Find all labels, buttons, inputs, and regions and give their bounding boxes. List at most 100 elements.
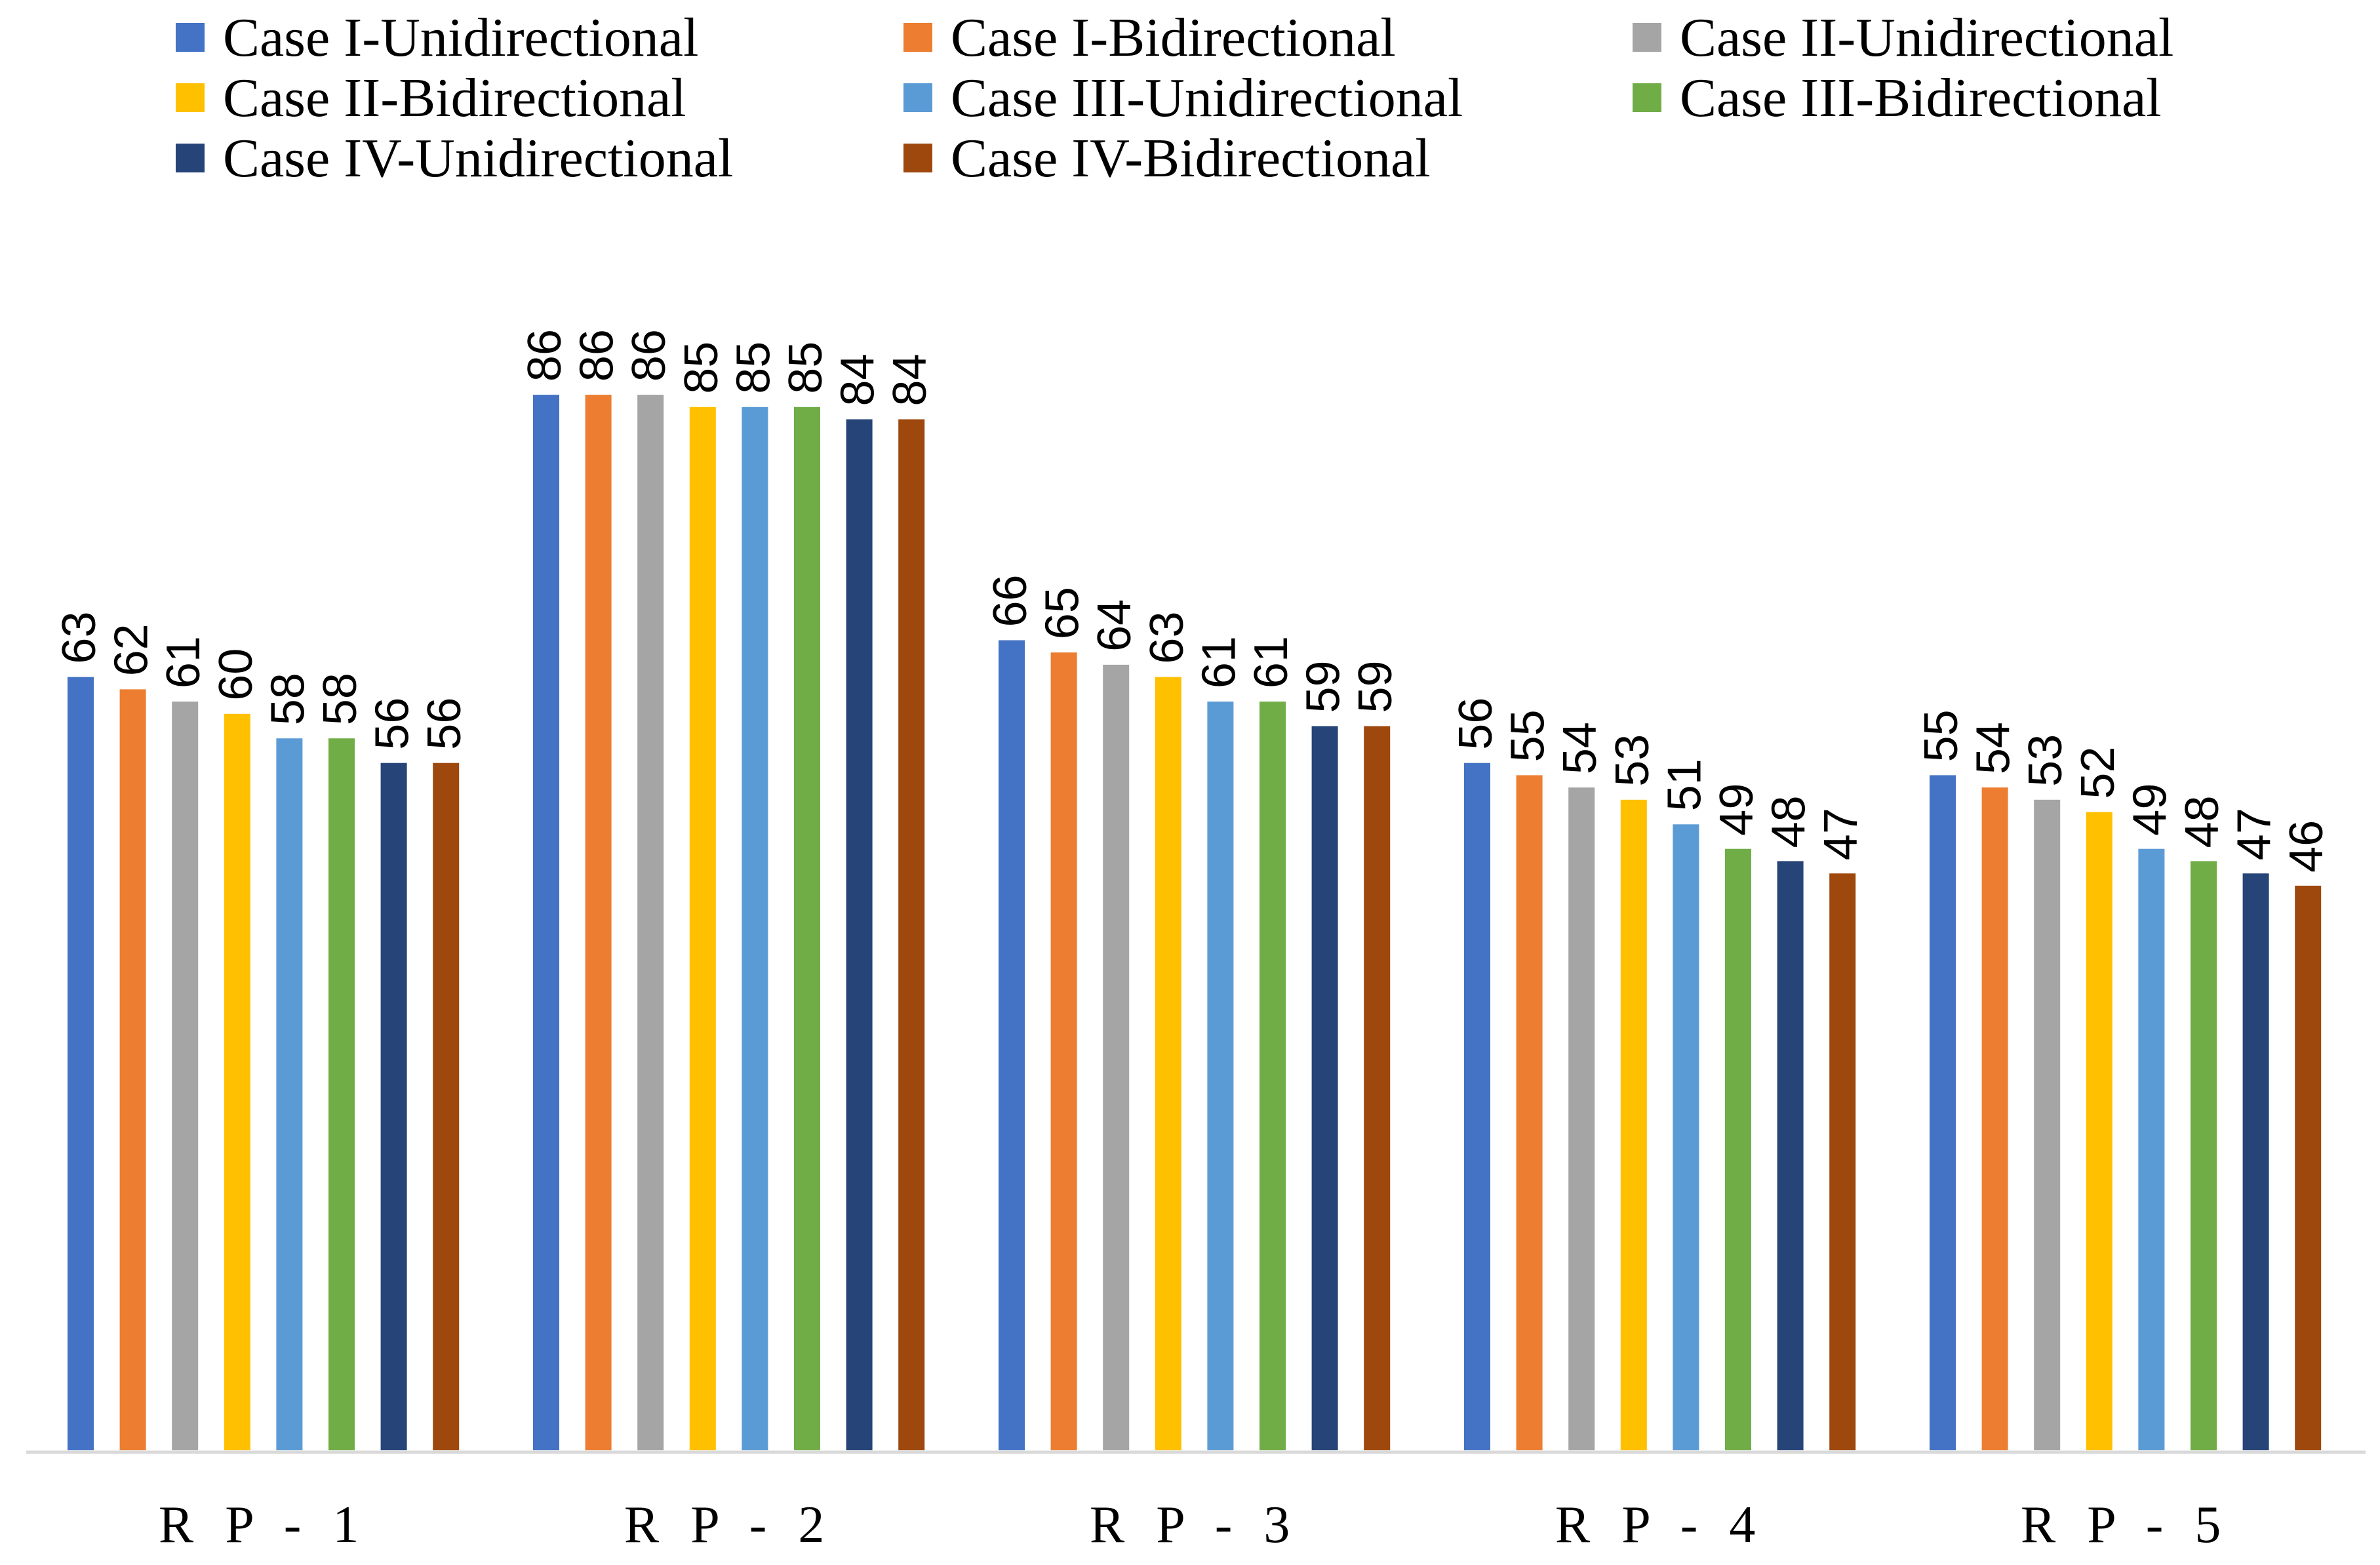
legend-label: Case II-Unidirectional (1680, 7, 2173, 68)
bar (1207, 702, 1234, 1450)
data-label: 59 (1298, 660, 1350, 713)
legend-label: Case IV-Bidirectional (951, 128, 1431, 189)
bar (1155, 677, 1181, 1450)
category-label: R P - 1 (159, 1496, 368, 1554)
bar (224, 713, 250, 1450)
chart-bars (68, 395, 2322, 1451)
data-label: 56 (1450, 698, 1502, 750)
bar (276, 738, 303, 1450)
data-label: 61 (1245, 636, 1298, 688)
bar (1777, 861, 1804, 1450)
bar (1725, 848, 1751, 1450)
legend-swatch (903, 144, 932, 172)
bar (1930, 775, 1956, 1450)
data-label: 46 (2280, 820, 2333, 873)
data-label: 85 (780, 342, 832, 394)
bar (585, 395, 612, 1450)
data-label: 49 (1711, 783, 1763, 836)
legend-label: Case I-Unidirectional (223, 7, 698, 68)
bar (1516, 775, 1543, 1450)
data-label: 55 (1502, 709, 1555, 762)
bar (2295, 885, 2322, 1450)
bar (1103, 664, 1130, 1450)
category-label: R P - 2 (624, 1496, 834, 1554)
legend-item: Case III-Bidirectional (1633, 68, 2162, 129)
bar (637, 395, 664, 1450)
data-label: 55 (1915, 709, 1968, 762)
bar (898, 419, 925, 1450)
data-label: 62 (106, 624, 158, 676)
data-label: 49 (2124, 783, 2176, 836)
data-label: 53 (2019, 734, 2072, 787)
legend-item: Case II-Unidirectional (1633, 7, 2173, 68)
category-label: R P - 4 (1555, 1496, 1765, 1554)
data-label: 51 (1658, 759, 1711, 811)
data-label: 84 (832, 353, 884, 406)
chart-legend: Case I-Unidirectional Case I-Bidirectiona… (176, 7, 2173, 189)
bar (846, 419, 873, 1450)
bar (119, 689, 146, 1450)
bar (172, 702, 199, 1450)
legend-label: Case I-Bidirectional (951, 7, 1396, 68)
data-label: 56 (418, 698, 471, 750)
data-label: 86 (519, 329, 571, 382)
data-label: 54 (1554, 722, 1606, 774)
data-label: 56 (367, 698, 419, 750)
bar (1673, 824, 1699, 1450)
legend-item: Case I-Bidirectional (903, 7, 1396, 68)
data-label: 48 (2176, 795, 2229, 848)
bar (1311, 726, 1338, 1450)
data-label: 61 (157, 636, 210, 688)
legend-swatch (176, 83, 205, 112)
bar (328, 738, 355, 1450)
data-label: 64 (1088, 599, 1141, 652)
bar (794, 406, 820, 1450)
data-label: 48 (1763, 795, 1815, 848)
bar (2034, 799, 2061, 1450)
legend-swatch (1633, 23, 1661, 52)
legend-swatch (903, 83, 932, 112)
data-label: 47 (1815, 808, 1867, 860)
data-label: 58 (262, 673, 314, 725)
data-label: 47 (2229, 808, 2281, 860)
bar (1464, 763, 1490, 1450)
legend-item: Case III-Unidirectional (903, 68, 1463, 129)
data-label: 85 (675, 342, 728, 394)
bar (1568, 787, 1595, 1450)
bar (1259, 702, 1286, 1450)
x-axis-tick-labels: R P - 1 R P - 2 R P - 3 R P - 4 R P - 5 (159, 1496, 2231, 1554)
bar (1050, 652, 1077, 1451)
data-label: 52 (2072, 747, 2124, 799)
bar (2191, 861, 2217, 1450)
data-label: 86 (571, 329, 624, 382)
legend-label: Case III-Unidirectional (951, 68, 1463, 129)
legend-swatch (903, 23, 932, 52)
category-label: R P - 5 (2021, 1496, 2231, 1554)
bar (689, 406, 716, 1450)
data-label: 54 (1968, 722, 2020, 774)
legend-item: Case II-Bidirectional (176, 68, 686, 129)
bar (2086, 812, 2112, 1450)
bar (1364, 726, 1391, 1450)
bar (742, 406, 768, 1450)
data-label: 53 (1606, 734, 1659, 787)
data-label: 85 (727, 342, 780, 394)
bar (1981, 787, 2008, 1450)
bar (999, 640, 1025, 1450)
legend-label: Case III-Bidirectional (1680, 68, 2162, 129)
data-label: 65 (1037, 587, 1089, 639)
data-label: 66 (984, 574, 1037, 627)
data-label: 63 (1141, 612, 1193, 664)
data-label: 59 (1349, 660, 1402, 713)
bar (1829, 873, 1856, 1450)
bar (380, 763, 407, 1450)
bar (433, 763, 460, 1450)
legend-label: Case II-Bidirectional (223, 68, 686, 129)
legend-item: Case IV-Unidirectional (176, 128, 733, 189)
legend-swatch (1633, 83, 1661, 112)
bar (2242, 873, 2269, 1450)
data-label: 86 (623, 329, 675, 382)
bar (2138, 848, 2165, 1450)
legend-item: Case IV-Bidirectional (903, 128, 1431, 189)
